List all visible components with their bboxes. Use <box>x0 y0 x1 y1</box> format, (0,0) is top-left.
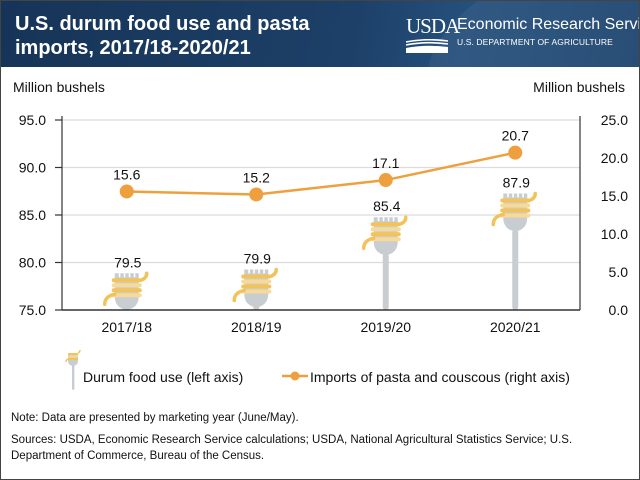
pasta-strand <box>241 274 272 279</box>
fork-tine-gap <box>512 193 514 198</box>
chart-area: Million bushels Million bushels 75.0 80.0… <box>1 67 639 347</box>
pasta-strand <box>111 288 142 293</box>
pasta-strand <box>370 232 401 237</box>
left-axis-tick-label: 80.0 <box>19 255 46 271</box>
agency-name: Economic Research Service <box>457 16 639 33</box>
fork-tine-gap <box>128 273 131 278</box>
footnote: Note: Data are presented by marketing ye… <box>11 412 299 424</box>
x-axis-category-label: 2020/21 <box>490 319 541 335</box>
left-axis-tick-label: 95.0 <box>19 112 46 128</box>
fork-pasta-bar <box>362 215 408 310</box>
x-axis-category-label: 2018/19 <box>231 319 282 335</box>
pasta-strand <box>500 208 531 213</box>
fork-tine-gap <box>118 273 121 278</box>
sources-text: Sources: USDA, Economic Research Service… <box>11 434 573 462</box>
right-axis-tick-label: 10.0 <box>601 226 628 242</box>
pasta-tail <box>491 212 505 227</box>
legend: Durum food use (left axis) Imports of pa… <box>1 346 639 396</box>
fork-tine-gap <box>387 217 390 222</box>
pasta-strand <box>370 227 401 232</box>
fork-tine-gap <box>253 269 255 274</box>
durum-data-label: 85.4 <box>373 198 400 214</box>
pasta-strand <box>370 222 401 227</box>
imports-marker <box>508 145 523 160</box>
fork-pasta-bar <box>491 191 537 310</box>
imports-line <box>126 151 516 196</box>
right-axis-tick-label: 20.0 <box>601 150 628 166</box>
right-axis-tick-label: 15.0 <box>601 188 628 204</box>
imports-data-label: 20.7 <box>502 128 529 144</box>
fork-handle <box>512 229 519 310</box>
left-axis-unit-label: Million bushels <box>13 79 105 95</box>
fork-tine-gap <box>382 217 385 222</box>
fork-tine-gap <box>258 269 260 274</box>
pasta-strand <box>241 289 272 294</box>
imports-marker <box>378 173 393 188</box>
fork-tine-gap <box>522 193 524 198</box>
usda-logo-text: USDA <box>406 14 460 38</box>
right-axis-tick-label: 25.0 <box>601 112 628 128</box>
fork-tine-gap <box>517 193 519 198</box>
usda-stripes-icon <box>406 39 448 53</box>
fork-handle <box>382 253 389 310</box>
imports-data-label: 15.6 <box>113 166 140 182</box>
pasta-strand <box>500 198 531 203</box>
pasta-strand <box>241 284 272 289</box>
left-axis-tick-label: 75.0 <box>19 302 46 318</box>
fork-tine-gap <box>392 217 395 222</box>
legend-imports-label: Imports of pasta and couscous (right axi… <box>310 369 570 385</box>
pasta-strand <box>241 279 272 284</box>
fork-tine-gap <box>123 273 126 278</box>
imports-data-label: 15.2 <box>243 169 270 185</box>
imports-marker <box>119 184 134 199</box>
pasta-tail <box>398 215 408 226</box>
pasta-strand <box>111 283 142 288</box>
x-axis-category-label: 2019/20 <box>360 319 411 335</box>
right-axis-tick-label: 0.0 <box>609 302 629 318</box>
pasta-tail <box>103 292 117 306</box>
pasta-tail <box>527 191 537 203</box>
fork-tine-gap <box>377 217 380 222</box>
fork-tine-gap <box>507 193 509 198</box>
fork-pasta-legend-icon <box>65 349 81 390</box>
department-name: U.S. DEPARTMENT OF AGRICULTURE <box>457 37 613 47</box>
chart-plot: 75.0 80.0 85.0 90.0 95.0 0.0 5.0 10.0 15.0 20.0 2… <box>19 112 629 335</box>
pasta-tail <box>139 271 149 282</box>
header-banner: U.S. durum food use and pasta imports, 2… <box>1 1 639 67</box>
right-axis-tick-label: 5.0 <box>609 264 629 280</box>
usda-ers-logo: USDA Economic Research Service U.S. DEPA… <box>406 14 639 54</box>
pasta-tail <box>268 267 278 279</box>
fork-tine-gap <box>248 269 250 274</box>
line-marker-legend-icon <box>282 371 308 381</box>
fork-head <box>244 269 269 308</box>
durum-data-label: 79.5 <box>114 254 141 270</box>
pasta-strand <box>500 203 531 208</box>
pasta-strand <box>500 213 531 218</box>
pasta-strand <box>111 293 142 298</box>
x-axis-category-label: 2017/18 <box>101 319 152 335</box>
pasta-strand <box>370 237 401 242</box>
left-axis-tick-label: 85.0 <box>19 207 46 223</box>
right-axis-unit-label: Million bushels <box>533 79 625 95</box>
fork-pasta-bar <box>103 271 149 310</box>
fork-pasta-bar <box>232 267 278 310</box>
durum-data-label: 79.9 <box>244 250 271 266</box>
pasta-tail <box>362 236 376 250</box>
fork-tine-gap <box>263 269 265 274</box>
durum-data-label: 87.9 <box>503 174 530 190</box>
pasta-strand <box>111 278 142 283</box>
imports-data-label: 17.1 <box>372 155 399 171</box>
legend-durum-label: Durum food use (left axis) <box>83 369 244 385</box>
left-axis-tick-label: 90.0 <box>19 160 46 176</box>
fork-tine-gap <box>133 273 136 278</box>
imports-marker <box>249 187 264 202</box>
pasta-tail <box>232 288 246 303</box>
chart-title: U.S. durum food use and pasta imports, 2… <box>15 13 310 59</box>
